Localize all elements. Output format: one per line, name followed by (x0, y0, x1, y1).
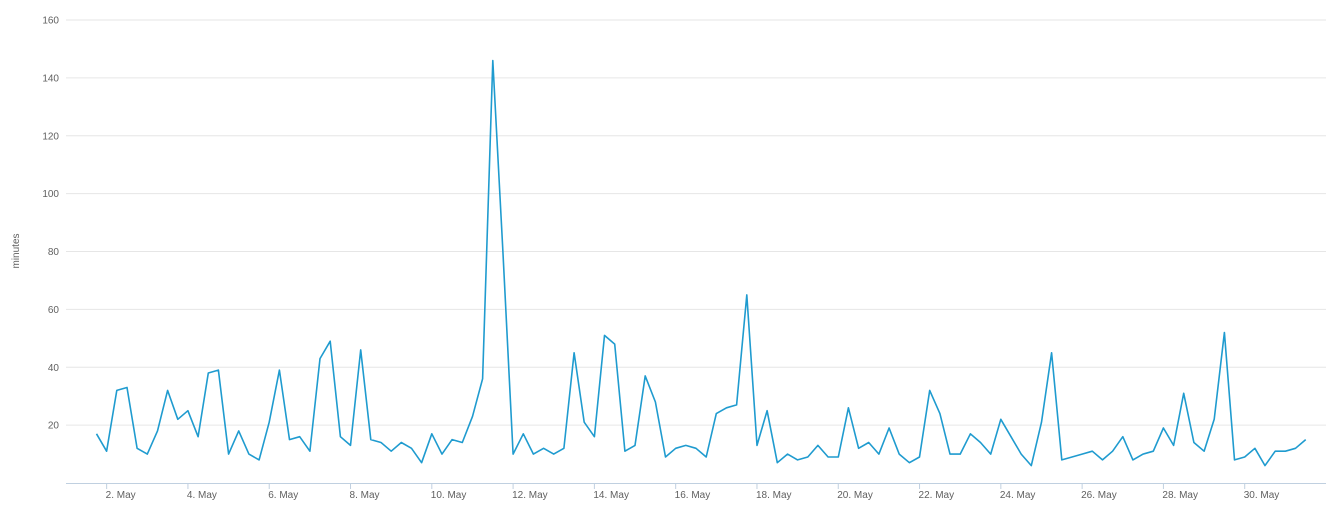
x-tick-label: 28. May (1162, 490, 1198, 501)
y-axis-title: minutes (11, 233, 22, 268)
x-tick-label: 24. May (1000, 490, 1036, 501)
y-tick-label: 160 (42, 16, 59, 27)
y-tick-label: 20 (48, 421, 60, 432)
x-tick-label: 30. May (1244, 490, 1280, 501)
x-tick-label: 14. May (593, 490, 629, 501)
x-tick-label: 18. May (756, 490, 792, 501)
x-tick-label: 2. May (106, 490, 136, 501)
y-tick-label: 120 (42, 131, 59, 142)
grid-lines (66, 19, 1326, 426)
y-axis-ticks: 20 40 60 80 100 120 140 160 (42, 16, 59, 432)
y-tick-label: 140 (42, 73, 59, 84)
x-tick-label: 6. May (268, 490, 298, 501)
x-tick-label: 22. May (919, 490, 955, 501)
series-group (95, 59, 1307, 467)
y-tick-label: 100 (42, 189, 59, 200)
x-tick-label: 4. May (187, 490, 217, 501)
x-tick-label: 12. May (512, 490, 548, 501)
x-tick-label: 8. May (350, 490, 380, 501)
x-tick-label: 10. May (431, 490, 467, 501)
x-tick-label: 16. May (675, 490, 711, 501)
series-line (95, 59, 1307, 467)
x-axis-ticks: 2. May 4. May 6. May 8. May 10. May 12. May 14… (106, 483, 1280, 501)
y-tick-label: 60 (48, 305, 60, 316)
y-tick-label: 80 (48, 247, 60, 258)
y-tick-label: 40 (48, 363, 60, 374)
x-tick-label: 20. May (837, 490, 873, 501)
x-tick-label: 26. May (1081, 490, 1117, 501)
